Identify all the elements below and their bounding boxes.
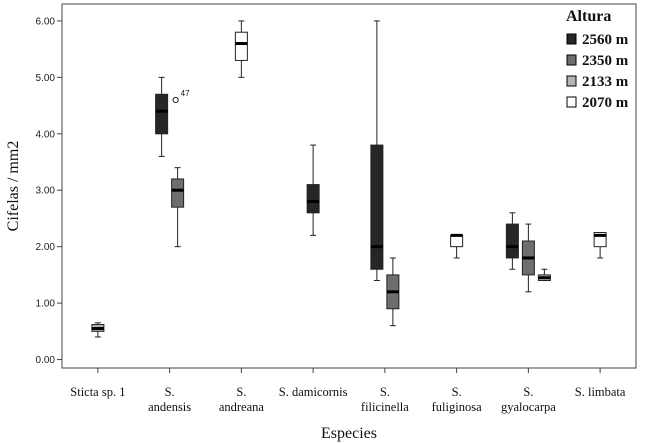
outlier-point — [172, 96, 179, 104]
box-6-0 — [505, 212, 519, 270]
legend-swatch — [566, 33, 577, 45]
x-tick-label: S. — [236, 385, 246, 399]
boxes: 47 — [91, 20, 607, 338]
y-tick-label: 1.00 — [36, 299, 56, 310]
box-4-0 — [370, 20, 384, 282]
y-tick-label: 2.00 — [36, 242, 56, 253]
box-iqr — [505, 223, 519, 259]
legend: Altura 2560 m 2350 m 2133 m 2070 m — [566, 8, 629, 111]
x-tick-label: S. limbata — [575, 385, 626, 399]
box-7-3 — [593, 232, 607, 259]
x-tick-label: fuliginosa — [432, 400, 482, 414]
x-tick-label: S. — [165, 385, 175, 399]
legend-title: Altura — [566, 8, 611, 25]
box-6-1 — [521, 223, 535, 293]
box-iqr — [306, 184, 320, 214]
legend-label: 2133 m — [582, 74, 629, 90]
x-tick-label: S. damicornis — [279, 385, 348, 399]
y-tick-label: 4.00 — [36, 129, 56, 140]
y-axis-title: Cifelas / mm2 — [5, 141, 22, 232]
x-tick-label: andensis — [148, 400, 191, 414]
x-axis-title: Especies — [321, 425, 377, 442]
x-tick-label: S. — [523, 385, 533, 399]
legend-label: 2070 m — [582, 95, 629, 111]
box-1-0 — [155, 76, 169, 157]
box-1-1 — [171, 167, 185, 248]
outlier-label: 47 — [181, 89, 190, 98]
y-tick-label: 6.00 — [36, 16, 56, 27]
box-6-2 — [537, 268, 551, 282]
box-iqr — [450, 234, 464, 248]
box-5-3 — [450, 233, 464, 259]
box-4-1 — [386, 257, 400, 327]
y-axis: 0.00 1.00 2.00 3.00 4.00 5.00 6.00 — [36, 16, 62, 366]
box-iqr — [370, 144, 384, 270]
box-iqr — [155, 93, 169, 135]
x-tick-label: Sticta sp. 1 — [70, 385, 125, 399]
x-tick-label: S. — [452, 385, 462, 399]
legend-label: 2350 m — [582, 53, 629, 69]
box-3-0 — [306, 144, 320, 236]
y-tick-label: 3.00 — [36, 186, 56, 197]
legend-label: 2560 m — [582, 32, 629, 48]
box-2-3 — [234, 20, 248, 78]
box-iqr — [171, 178, 185, 208]
x-tick-label: S. — [380, 385, 390, 399]
box-0-2 — [91, 322, 105, 338]
legend-swatch — [566, 75, 577, 87]
y-tick-label: 5.00 — [36, 73, 56, 84]
plot-area — [61, 3, 637, 369]
x-tick-label: gyalocarpa — [501, 400, 556, 414]
x-tick-label: andreana — [219, 400, 265, 414]
x-tick-label: filicinella — [361, 400, 409, 414]
y-tick-label: 0.00 — [36, 355, 56, 366]
legend-swatch — [566, 54, 577, 66]
legend-swatch — [566, 96, 577, 108]
box-iqr — [234, 31, 248, 61]
